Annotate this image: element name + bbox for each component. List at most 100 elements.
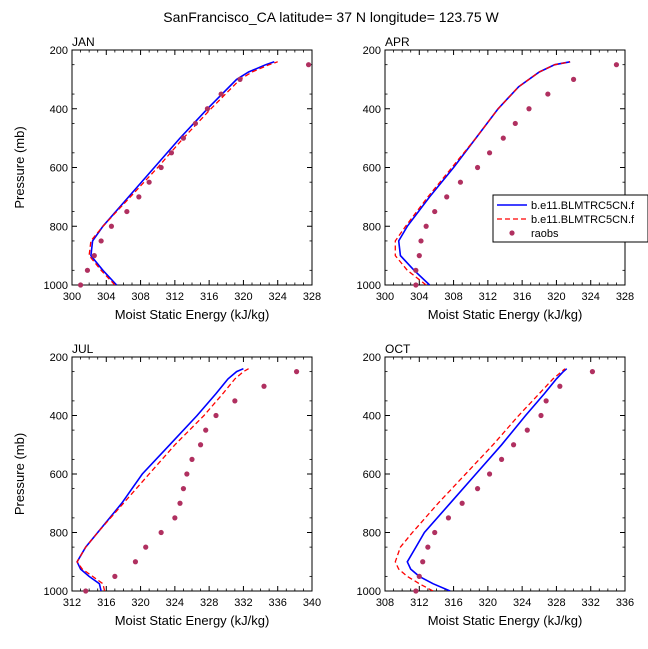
y-tick-label: 1000 <box>357 586 381 598</box>
x-axis-label: Moist Static Energy (kJ/kg) <box>115 307 270 322</box>
panel-jan: JAN 300 304 308 312 316 320 324 328 200 400 600 800 1… <box>12 35 321 322</box>
x-tick-label: 308 <box>376 597 394 609</box>
y-tick-label: 1000 <box>357 280 381 292</box>
y-tick-label: 200 <box>50 352 68 364</box>
x-tick-label: 336 <box>269 597 287 609</box>
x-tick-label: 312 <box>166 291 184 303</box>
y-tick-label: 200 <box>50 45 68 57</box>
raobs-point <box>232 398 238 404</box>
raobs-point <box>168 150 175 156</box>
raobs-point <box>203 427 209 433</box>
panel-title: APR <box>385 35 410 49</box>
x-tick-label: 320 <box>234 291 252 303</box>
y-tick-label: 800 <box>363 528 381 540</box>
legend-marker-raobs <box>509 230 515 236</box>
raobs-point <box>459 500 465 506</box>
raobs-point <box>538 412 544 419</box>
x-tick-label: 300 <box>376 291 394 303</box>
raobs-point <box>172 515 178 521</box>
x-tick-label: 328 <box>616 291 634 303</box>
raobs-point <box>510 442 517 448</box>
raobs-point <box>293 369 300 375</box>
raobs-point <box>180 486 187 492</box>
y-tick-label: 600 <box>363 163 381 175</box>
panel-oct: OCT 308 312 316 320 324 328 332 336 200 400 600 800 1… <box>357 342 635 628</box>
raobs-point <box>305 62 312 68</box>
x-tick-label: 324 <box>269 291 287 303</box>
x-tick-label: 320 <box>479 597 497 609</box>
y-tick-label: 800 <box>50 528 68 540</box>
y-tick-label: 200 <box>363 352 381 364</box>
legend: b.e11.BLMTRC5CN.f b.e11.BLMTRC5CN.f raobs <box>492 194 648 243</box>
raobs-point <box>557 383 563 389</box>
raobs-point <box>486 150 493 156</box>
raobs-point <box>498 456 505 462</box>
y-tick-label: 1000 <box>44 586 68 598</box>
y-tick-label: 400 <box>50 411 68 423</box>
raobs-point <box>423 223 429 229</box>
panel-title: OCT <box>385 342 411 356</box>
raobs-point <box>474 164 481 171</box>
x-axis-label: Moist Static Energy (kJ/kg) <box>428 613 583 628</box>
raobs-point <box>444 194 450 200</box>
raobs-point <box>132 559 139 565</box>
raobs-point <box>416 253 422 259</box>
plot-frame <box>384 49 626 286</box>
raobs-point <box>413 267 419 273</box>
y-tick-label: 600 <box>50 163 68 175</box>
raobs-point <box>474 486 481 492</box>
panel-title: JUL <box>72 342 94 356</box>
raobs-point <box>237 76 243 82</box>
raobs-point <box>83 588 89 594</box>
x-tick-label: 340 <box>303 597 321 609</box>
raobs-point <box>143 544 149 550</box>
series-line-dashed <box>88 61 278 285</box>
panel-jul: JUL 312 316 320 324 328 332 336 340 200 400 600 800 1… <box>12 342 321 628</box>
y-tick-label: 800 <box>50 221 68 233</box>
raobs-point <box>197 442 204 448</box>
raobs-point <box>108 223 115 229</box>
raobs-point <box>545 91 551 97</box>
series-line-solid <box>406 368 568 591</box>
panel-title: JAN <box>72 35 95 49</box>
raobs-point <box>146 179 152 185</box>
panels: JAN 300 304 308 312 316 320 324 328 200 400 600 800 1… <box>12 35 634 628</box>
series-line-solid <box>76 367 244 591</box>
x-tick-label: 316 <box>513 291 531 303</box>
raobs-point <box>124 208 130 215</box>
legend-label: b.e11.BLMTRC5CN.f <box>531 214 635 226</box>
y-tick-label: 200 <box>363 45 381 57</box>
x-axis-label: Moist Static Energy (kJ/kg) <box>115 613 270 628</box>
x-tick-label: 312 <box>63 597 81 609</box>
y-tick-label: 600 <box>50 469 68 481</box>
x-tick-label: 328 <box>303 291 321 303</box>
x-tick-label: 332 <box>582 597 600 609</box>
raobs-point <box>112 573 118 579</box>
raobs-point <box>570 76 577 82</box>
x-tick-label: 332 <box>234 597 252 609</box>
y-tick-label: 1000 <box>44 280 68 292</box>
raobs-point <box>98 238 104 244</box>
plot-frame <box>71 356 313 592</box>
raobs-point <box>91 253 97 259</box>
legend-box <box>492 194 648 243</box>
x-tick-label: 304 <box>410 291 428 303</box>
raobs-point <box>218 91 224 97</box>
x-tick-label: 316 <box>444 597 462 609</box>
raobs-point <box>500 135 506 141</box>
x-tick-label: 304 <box>97 291 115 303</box>
x-tick-label: 324 <box>513 597 531 609</box>
raobs-point <box>413 588 419 594</box>
raobs-point <box>213 412 219 419</box>
x-tick-label: 320 <box>131 597 149 609</box>
raobs-point <box>425 544 431 550</box>
y-tick-label: 400 <box>363 104 381 116</box>
y-tick-label: 400 <box>50 104 68 116</box>
y-tick-label: 800 <box>363 221 381 233</box>
raobs-point <box>189 456 195 462</box>
raobs-point <box>136 194 142 200</box>
x-tick-label: 324 <box>582 291 600 303</box>
series-line-dashed <box>394 368 566 591</box>
x-tick-label: 328 <box>547 597 565 609</box>
x-tick-label: 328 <box>200 597 218 609</box>
